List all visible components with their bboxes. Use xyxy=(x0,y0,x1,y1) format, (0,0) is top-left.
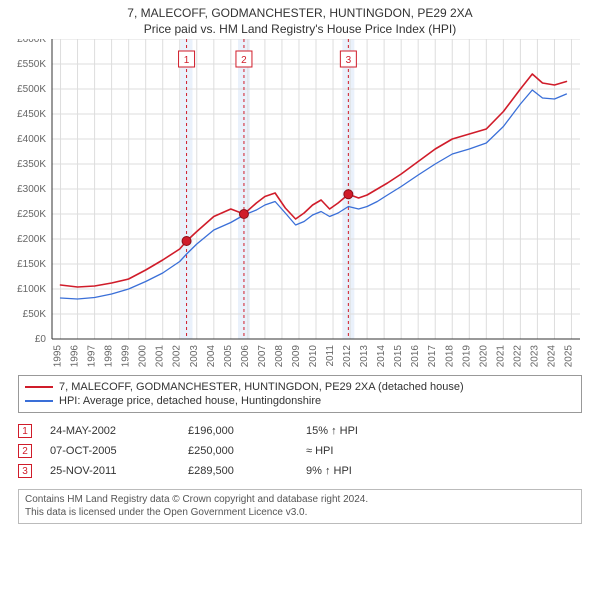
svg-text:£550K: £550K xyxy=(17,59,46,70)
svg-text:£200K: £200K xyxy=(17,234,46,245)
svg-text:2009: 2009 xyxy=(291,345,302,368)
event-marker-1: 1 xyxy=(18,424,32,438)
svg-text:2011: 2011 xyxy=(325,345,336,367)
event-date: 07-OCT-2005 xyxy=(50,445,170,457)
svg-text:2003: 2003 xyxy=(189,345,200,368)
legend: 7, MALECOFF, GODMANCHESTER, HUNTINGDON, … xyxy=(18,375,582,413)
svg-text:2012: 2012 xyxy=(342,345,353,368)
event-price: £196,000 xyxy=(188,425,288,437)
legend-label-property: 7, MALECOFF, GODMANCHESTER, HUNTINGDON, … xyxy=(59,381,464,393)
svg-text:2013: 2013 xyxy=(359,345,370,368)
svg-text:2016: 2016 xyxy=(410,345,421,368)
event-date: 24-MAY-2002 xyxy=(50,425,170,437)
svg-text:2022: 2022 xyxy=(512,345,523,368)
event-delta: ≈ HPI xyxy=(306,445,426,457)
price-chart: £0 £50K £100K £150K £200K £250K £300K £350K £400… xyxy=(0,39,600,369)
events-table: 1 24-MAY-2002 £196,000 15% ↑ HPI 2 07-OC… xyxy=(18,421,582,481)
svg-text:1998: 1998 xyxy=(104,345,115,368)
svg-text:2001: 2001 xyxy=(155,345,166,368)
svg-text:£400K: £400K xyxy=(17,134,46,145)
svg-text:£0: £0 xyxy=(35,334,47,345)
svg-text:2010: 2010 xyxy=(308,345,319,368)
svg-text:£600K: £600K xyxy=(17,39,46,45)
svg-text:£350K: £350K xyxy=(17,159,46,170)
svg-text:2002: 2002 xyxy=(172,345,183,368)
svg-text:2007: 2007 xyxy=(257,345,268,368)
title-line-2: Price paid vs. HM Land Registry's House … xyxy=(0,22,600,38)
svg-text:2021: 2021 xyxy=(495,345,506,368)
svg-text:£300K: £300K xyxy=(17,184,46,195)
svg-text:1999: 1999 xyxy=(121,345,132,368)
svg-text:2006: 2006 xyxy=(240,345,251,368)
event-delta: 9% ↑ HPI xyxy=(306,465,426,477)
svg-text:2025: 2025 xyxy=(563,345,574,368)
svg-text:2023: 2023 xyxy=(529,345,540,368)
event-marker-2: 2 xyxy=(18,444,32,458)
license-footer: Contains HM Land Registry data © Crown c… xyxy=(18,489,582,524)
svg-text:£250K: £250K xyxy=(17,209,46,220)
svg-text:2019: 2019 xyxy=(461,345,472,368)
svg-text:2024: 2024 xyxy=(546,345,557,368)
svg-text:1996: 1996 xyxy=(70,345,81,368)
svg-text:3: 3 xyxy=(346,55,352,66)
event-row: 3 25-NOV-2011 £289,500 9% ↑ HPI xyxy=(18,461,582,481)
event-row: 1 24-MAY-2002 £196,000 15% ↑ HPI xyxy=(18,421,582,441)
svg-text:1: 1 xyxy=(184,55,190,66)
svg-text:2015: 2015 xyxy=(393,345,404,368)
svg-text:1995: 1995 xyxy=(53,345,64,368)
svg-text:2020: 2020 xyxy=(478,345,489,368)
event-price: £289,500 xyxy=(188,465,288,477)
svg-text:£150K: £150K xyxy=(17,259,46,270)
chart-header: 7, MALECOFF, GODMANCHESTER, HUNTINGDON, … xyxy=(0,0,600,39)
svg-text:2018: 2018 xyxy=(444,345,455,368)
svg-text:2: 2 xyxy=(241,55,247,66)
svg-text:1997: 1997 xyxy=(87,345,98,368)
footer-line-2: This data is licensed under the Open Gov… xyxy=(25,507,575,520)
event-delta: 15% ↑ HPI xyxy=(306,425,426,437)
footer-line-1: Contains HM Land Registry data © Crown c… xyxy=(25,494,575,507)
svg-text:2005: 2005 xyxy=(223,345,234,368)
legend-label-hpi: HPI: Average price, detached house, Hunt… xyxy=(59,395,321,407)
event-row: 2 07-OCT-2005 £250,000 ≈ HPI xyxy=(18,441,582,461)
event-price: £250,000 xyxy=(188,445,288,457)
event-date: 25-NOV-2011 xyxy=(50,465,170,477)
title-line-1: 7, MALECOFF, GODMANCHESTER, HUNTINGDON, … xyxy=(0,6,600,22)
legend-swatch-property xyxy=(25,386,53,388)
legend-item-property: 7, MALECOFF, GODMANCHESTER, HUNTINGDON, … xyxy=(25,380,575,394)
svg-text:£100K: £100K xyxy=(17,284,46,295)
svg-text:2004: 2004 xyxy=(206,345,217,368)
legend-item-hpi: HPI: Average price, detached house, Hunt… xyxy=(25,394,575,408)
svg-text:2008: 2008 xyxy=(274,345,285,368)
svg-text:£450K: £450K xyxy=(17,109,46,120)
svg-text:2014: 2014 xyxy=(376,345,387,368)
event-marker-3: 3 xyxy=(18,464,32,478)
svg-text:2017: 2017 xyxy=(427,345,438,368)
legend-swatch-hpi xyxy=(25,400,53,402)
svg-text:2000: 2000 xyxy=(138,345,149,368)
svg-text:£50K: £50K xyxy=(23,309,47,320)
svg-text:£500K: £500K xyxy=(17,84,46,95)
